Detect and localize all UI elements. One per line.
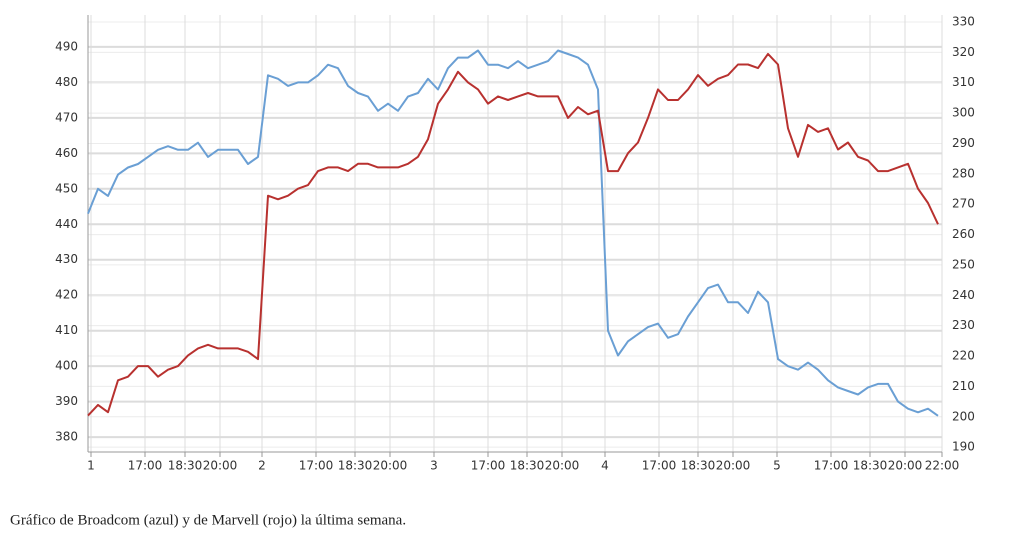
y-tick-label: 440 [55,217,78,231]
y2-tick-label: 310 [952,75,975,89]
y-tick-label: 470 [55,110,78,124]
caption: Gráfico de Broadcom (azul) y de Marvell … [10,512,406,528]
x-tick-label: 17:00 [642,459,677,473]
line-series [87,49,939,417]
y2-tick-label: 220 [952,349,975,363]
y2-tick-label: 320 [952,45,975,59]
y-tick-label: 430 [55,252,78,266]
y2-tick-label: 280 [952,166,975,180]
y-tick-label: 410 [55,323,78,337]
y-tick-label: 480 [55,75,78,89]
line-series [87,52,939,417]
y-tick-label: 420 [55,288,78,302]
x-tick-label: 18:30 [681,459,716,473]
y-tick-label: 400 [55,359,78,373]
x-tick-label: 20:00 [203,459,238,473]
x-tick-label: 5 [773,459,781,473]
y2-tick-label: 230 [952,318,975,332]
x-tick-label: 3 [430,459,438,473]
x-tick-label: 1 [87,459,95,473]
x-tick-label: 18:30 [853,459,888,473]
y-tick-label: 450 [55,181,78,195]
y-tick-label: 460 [55,146,78,160]
x-tick-label: 18:30 [338,459,373,473]
y2-tick-label: 270 [952,197,975,211]
y2-tick-label: 250 [952,257,975,271]
y-tick-label: 390 [55,394,78,408]
x-tick-label: 17:00 [814,459,849,473]
x-tick-label: 20:00 [716,459,751,473]
y-tick-label: 380 [55,430,78,444]
x-tick-label: 2 [258,459,266,473]
x-tick-label: 18:30 [510,459,545,473]
x-tick-label: 17:00 [128,459,163,473]
x-tick-label: 18:30 [168,459,203,473]
y2-tick-label: 260 [952,227,975,241]
y2-tick-label: 330 [952,14,975,28]
y2-tick-label: 190 [952,440,975,454]
y2-tick-label: 210 [952,379,975,393]
y2-tick-label: 290 [952,136,975,150]
y-tick-label: 490 [55,39,78,53]
y2-tick-label: 200 [952,409,975,423]
y2-tick-label: 300 [952,106,975,120]
y2-tick-label: 240 [952,288,975,302]
x-tick-label: 22:00 [925,459,960,473]
x-tick-label: 20:00 [373,459,408,473]
x-tick-label: 17:00 [299,459,334,473]
x-tick-label: 17:00 [471,459,506,473]
x-tick-label: 4 [601,459,609,473]
x-tick-label: 20:00 [545,459,580,473]
x-tick-label: 20:00 [888,459,923,473]
